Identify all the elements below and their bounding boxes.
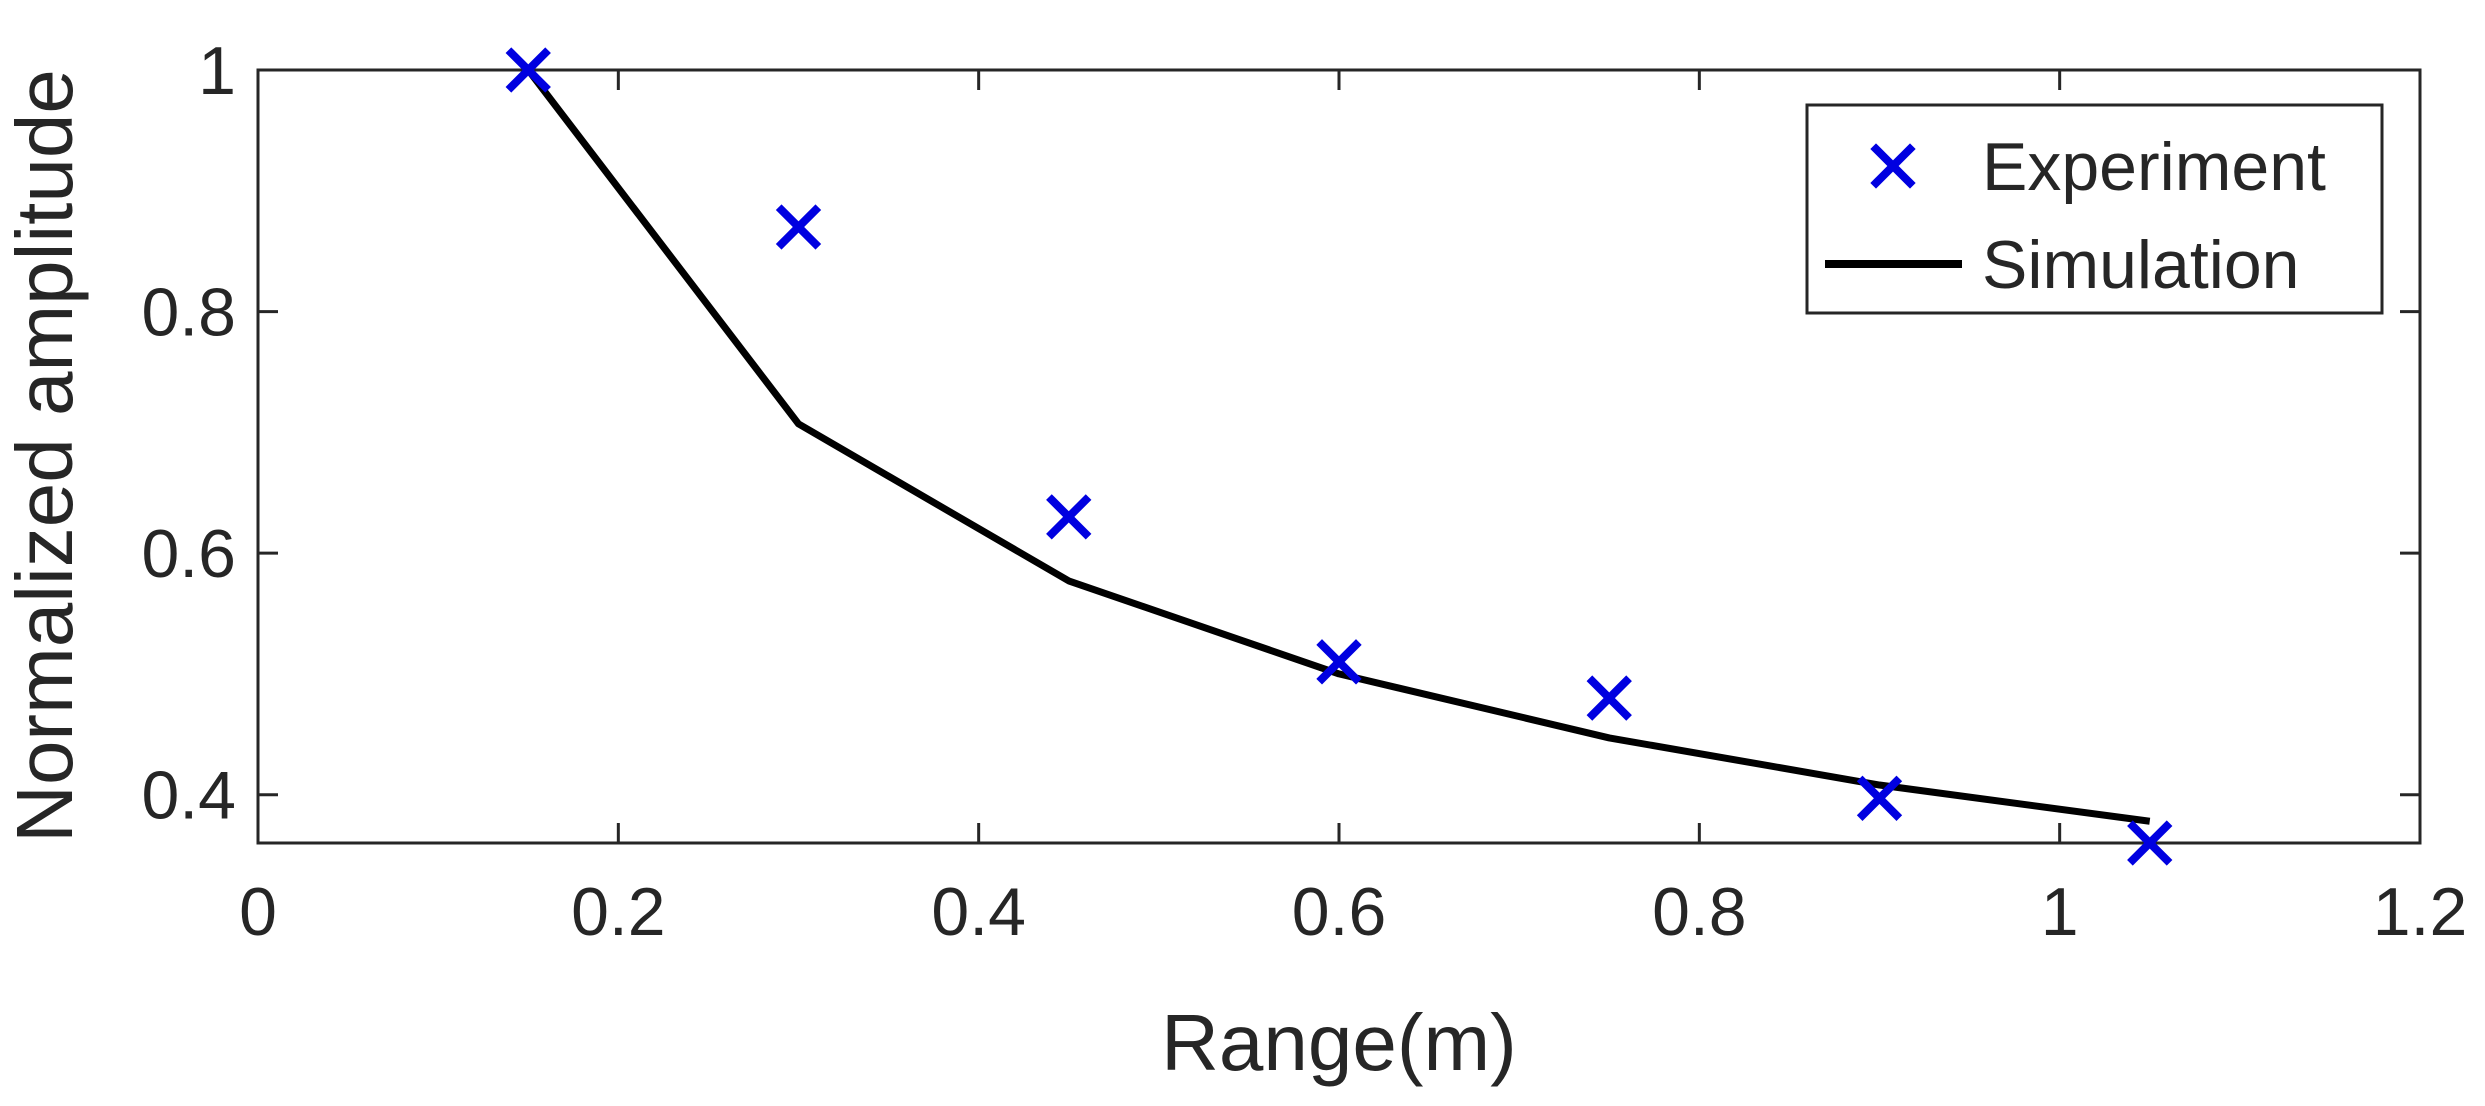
legend: Experiment Simulation — [1805, 103, 2384, 315]
y-tick-label: 0.4 — [141, 758, 236, 834]
y-tick-label: 0.6 — [141, 516, 236, 592]
experiment-point — [1856, 775, 1903, 821]
x-tick-label: 1 — [2041, 874, 2079, 950]
legend-box — [1805, 103, 2384, 315]
y-axis-label: Normalized amplitude — [0, 69, 89, 843]
legend-experiment-marker — [1870, 143, 1916, 189]
experiment-point — [1586, 675, 1632, 721]
y-tick-label: 0.8 — [141, 275, 236, 351]
simulation-line — [525, 67, 2151, 825]
experiment-point — [505, 47, 551, 93]
experiment-point — [1316, 639, 1362, 685]
y-axis-ticks: 0.4 0.6 0.8 1 — [141, 33, 2420, 834]
experiment-point — [1046, 494, 1092, 540]
legend-simulation-label: Simulation — [1982, 227, 2300, 303]
series-layer — [505, 47, 2173, 866]
x-tick-label: 0 — [239, 874, 277, 950]
legend-x-icon — [1870, 143, 1916, 189]
legend-experiment-label: Experiment — [1982, 129, 2326, 205]
x-tick-label: 0.6 — [1292, 874, 1387, 950]
x-axis-ticks: 0 0.2 0.4 0.6 0.8 1 1.2 — [239, 70, 2467, 950]
experiment-point — [2127, 820, 2173, 866]
x-tick-label: 0.2 — [571, 874, 666, 950]
x-tick-label: 0.8 — [1652, 874, 1747, 950]
y-tick-label: 1 — [198, 33, 236, 109]
x-axis-label: Range(m) — [1161, 998, 1517, 1087]
x-tick-label: 0.4 — [931, 874, 1026, 950]
experiment-point — [775, 204, 822, 250]
x-tick-label: 1.2 — [2373, 874, 2468, 950]
